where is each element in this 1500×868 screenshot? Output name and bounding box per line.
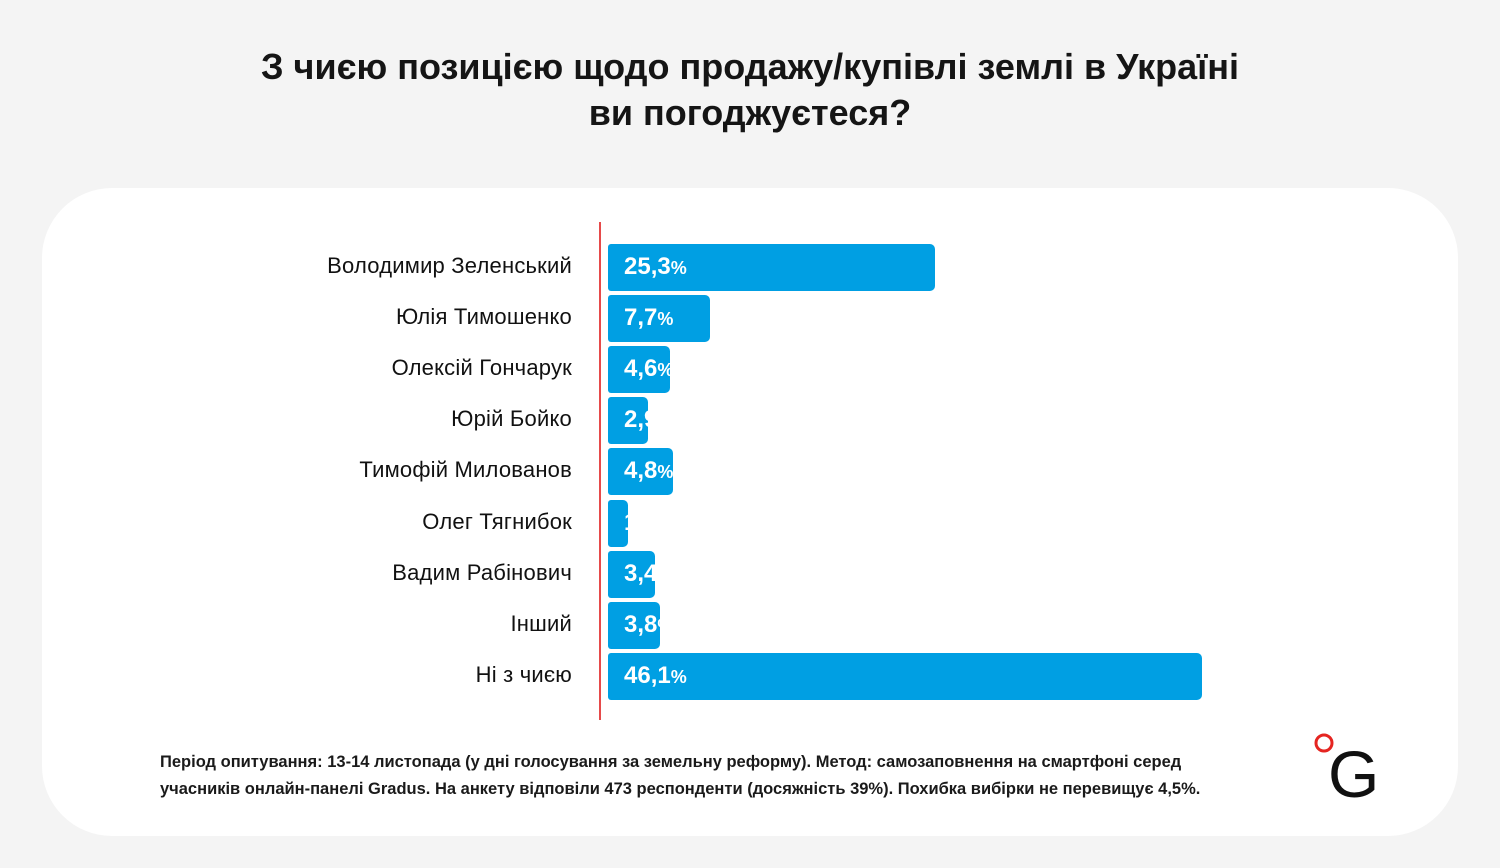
bar: 25,3% <box>608 244 935 291</box>
bar-value-number: 4,6 <box>624 355 658 383</box>
bar: 4,8% <box>608 448 673 496</box>
bar-value-number: 3,8 <box>624 610 658 638</box>
bar: 2,9% <box>608 397 673 445</box>
bar: 46,1% <box>608 652 1202 700</box>
bar: 1,3% <box>608 499 673 547</box>
category-label: Тимофій Милованов <box>359 457 572 483</box>
category-label: Інший <box>510 610 572 636</box>
chart-axis-line <box>599 222 601 720</box>
chart-title-line-2: ви погоджуєтеся? <box>588 92 912 133</box>
bar-value-label: 46,1% <box>624 662 687 690</box>
bar-value-label: 4,8% <box>624 457 673 485</box>
chart-title-line-1: З чиєю позицією щодо продажу/купівлі зем… <box>260 46 1240 87</box>
bar-value-unit: % <box>657 309 674 330</box>
footnote-line-1: Період опитування: 13-14 листопада (у дн… <box>160 753 1182 771</box>
bar-value-unit: % <box>657 564 674 585</box>
logo-letter: G <box>1328 737 1379 802</box>
bar-value-number: 1,3 <box>624 508 658 536</box>
logo-ring-icon <box>1314 733 1334 753</box>
bar-value-label: 3,8% <box>624 611 673 639</box>
bar-value-unit: % <box>657 462 674 483</box>
bar-value-unit: % <box>657 615 674 636</box>
category-label: Вадим Рабінович <box>392 559 572 585</box>
bar: 4,6% <box>608 346 673 394</box>
category-label: Володимир Зеленський <box>327 253 572 278</box>
chart-card <box>42 188 1458 836</box>
bar-value-label: 25,3% <box>624 253 687 281</box>
footnote-line-2: учасників онлайн-панелі Gradus. На анкет… <box>160 780 1201 798</box>
bar-value-unit: % <box>657 360 674 381</box>
gradus-logo-icon: G <box>1314 733 1379 802</box>
bar: 3,4% <box>608 550 673 598</box>
bar: 3,8% <box>608 601 673 649</box>
bar-value-number: 25,3 <box>624 253 671 280</box>
bar-value-number: 2,9 <box>624 406 658 434</box>
bar-value-number: 3,4 <box>624 559 658 587</box>
bar-value-number: 7,7 <box>624 304 658 332</box>
bar-value-unit: % <box>657 513 674 534</box>
methodology-footnote: Період опитування: 13-14 листопада (у дн… <box>160 749 1290 803</box>
bar-value-unit: % <box>670 258 687 278</box>
bar-value-unit: % <box>657 411 674 432</box>
bar-value-label: 3,4% <box>624 560 673 588</box>
bar-value-unit: % <box>670 666 687 687</box>
bar: 7,7% <box>608 295 710 343</box>
category-label: Юрій Бойко <box>451 406 572 432</box>
category-label: Олег Тягнибок <box>422 508 572 534</box>
category-label: Юлія Тимошенко <box>395 304 572 330</box>
bar-value-label: 4,6% <box>624 355 673 383</box>
category-label: Ні з чиєю <box>475 661 572 687</box>
bar-value-label: 1,3% <box>624 509 673 537</box>
category-label: Олексій Гончарук <box>391 355 572 381</box>
bar-value-number: 4,8 <box>624 457 658 485</box>
bar-value-label: 7,7% <box>624 304 673 332</box>
bar-value-label: 2,9% <box>624 406 673 434</box>
bar-value-number: 46,1 <box>624 661 671 689</box>
chart-title: З чиєю позицією щодо продажу/купівлі зем… <box>0 44 1500 136</box>
